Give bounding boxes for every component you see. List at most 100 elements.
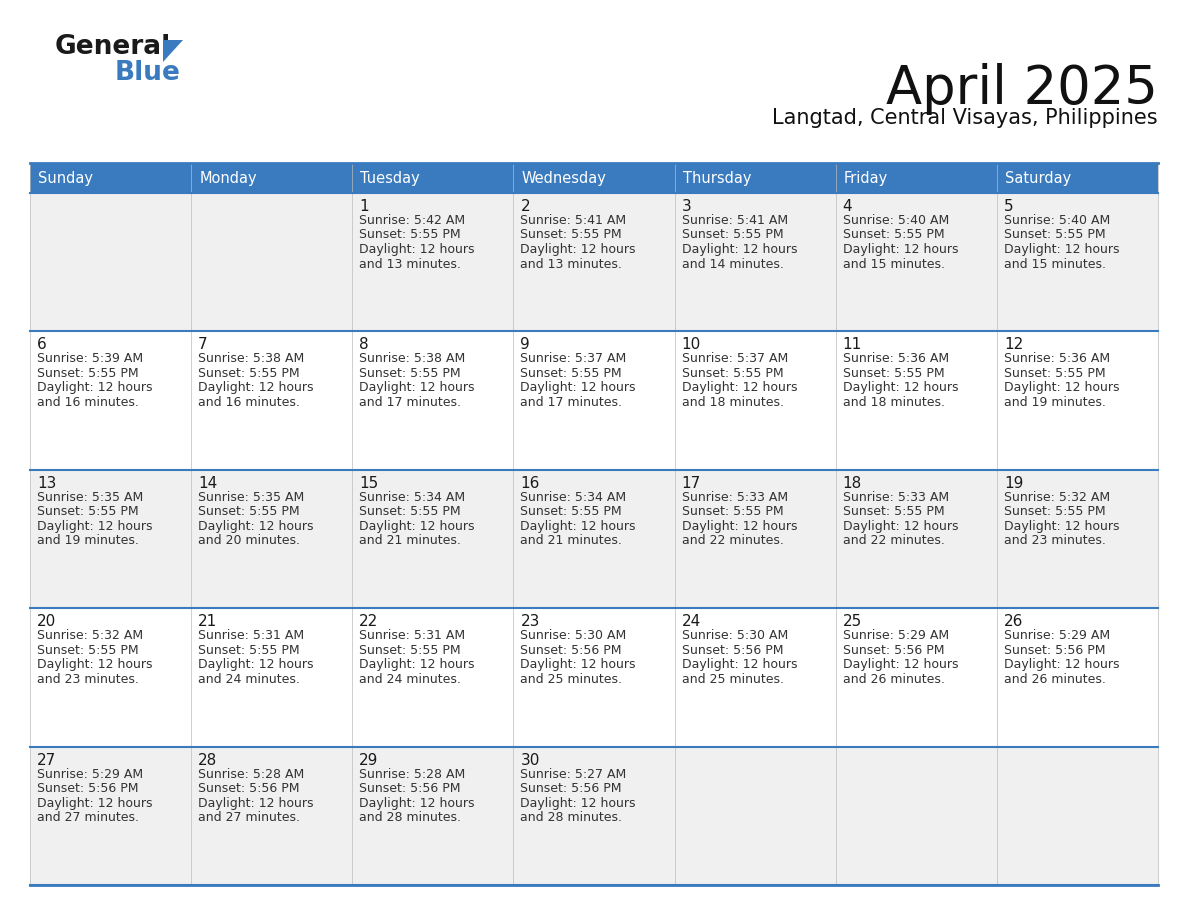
Text: Blue: Blue [115, 60, 181, 86]
Bar [997, 470, 1158, 609]
Text: 12: 12 [1004, 338, 1023, 353]
Text: Daylight: 12 hours: Daylight: 12 hours [1004, 243, 1119, 256]
Bar [191, 470, 353, 609]
Text: 19: 19 [1004, 476, 1023, 491]
Text: and 22 minutes.: and 22 minutes. [842, 534, 944, 547]
Bar [353, 746, 513, 885]
Text: 7: 7 [198, 338, 208, 353]
Text: Sunset: 5:55 PM: Sunset: 5:55 PM [1004, 229, 1106, 241]
Text: and 15 minutes.: and 15 minutes. [1004, 258, 1106, 271]
Text: Sunrise: 5:38 AM: Sunrise: 5:38 AM [198, 353, 304, 365]
Bar [835, 746, 997, 885]
Text: Thursday: Thursday [683, 171, 751, 185]
Text: Sunset: 5:55 PM: Sunset: 5:55 PM [359, 505, 461, 519]
Text: 2: 2 [520, 199, 530, 214]
Text: Sunset: 5:55 PM: Sunset: 5:55 PM [842, 229, 944, 241]
Text: Sunset: 5:56 PM: Sunset: 5:56 PM [1004, 644, 1105, 656]
Bar [997, 193, 1158, 331]
Text: and 16 minutes.: and 16 minutes. [37, 396, 139, 409]
Bar [835, 163, 997, 193]
Text: 4: 4 [842, 199, 852, 214]
Bar [353, 193, 513, 331]
Text: 15: 15 [359, 476, 379, 491]
Text: Sunset: 5:55 PM: Sunset: 5:55 PM [359, 367, 461, 380]
Text: Sunrise: 5:29 AM: Sunrise: 5:29 AM [842, 629, 949, 643]
Bar [191, 609, 353, 746]
Bar [835, 609, 997, 746]
Text: Daylight: 12 hours: Daylight: 12 hours [842, 658, 959, 671]
Text: Sunset: 5:55 PM: Sunset: 5:55 PM [1004, 367, 1106, 380]
Text: Daylight: 12 hours: Daylight: 12 hours [520, 243, 636, 256]
Text: Daylight: 12 hours: Daylight: 12 hours [359, 797, 475, 810]
Text: 24: 24 [682, 614, 701, 629]
Text: and 17 minutes.: and 17 minutes. [359, 396, 461, 409]
Bar [675, 193, 835, 331]
Text: Sunrise: 5:29 AM: Sunrise: 5:29 AM [37, 767, 143, 780]
Bar [30, 163, 191, 193]
Bar [997, 163, 1158, 193]
Text: Sunset: 5:55 PM: Sunset: 5:55 PM [198, 367, 299, 380]
Text: Sunrise: 5:39 AM: Sunrise: 5:39 AM [37, 353, 143, 365]
Text: Sunset: 5:55 PM: Sunset: 5:55 PM [520, 229, 623, 241]
Text: Sunset: 5:55 PM: Sunset: 5:55 PM [842, 367, 944, 380]
Text: Daylight: 12 hours: Daylight: 12 hours [359, 381, 475, 395]
Text: and 18 minutes.: and 18 minutes. [682, 396, 784, 409]
Bar [191, 163, 353, 193]
Text: 17: 17 [682, 476, 701, 491]
Text: Sunset: 5:55 PM: Sunset: 5:55 PM [198, 644, 299, 656]
Text: and 28 minutes.: and 28 minutes. [520, 812, 623, 824]
Text: Sunset: 5:56 PM: Sunset: 5:56 PM [520, 782, 623, 795]
Text: 8: 8 [359, 338, 369, 353]
Text: Sunset: 5:55 PM: Sunset: 5:55 PM [520, 367, 623, 380]
Bar [675, 470, 835, 609]
Text: and 24 minutes.: and 24 minutes. [359, 673, 461, 686]
Text: 9: 9 [520, 338, 530, 353]
Text: 18: 18 [842, 476, 862, 491]
Bar [835, 470, 997, 609]
Text: Daylight: 12 hours: Daylight: 12 hours [682, 658, 797, 671]
Text: Sunset: 5:55 PM: Sunset: 5:55 PM [37, 367, 139, 380]
Bar [675, 746, 835, 885]
Bar [353, 470, 513, 609]
Text: Daylight: 12 hours: Daylight: 12 hours [520, 797, 636, 810]
Text: and 13 minutes.: and 13 minutes. [520, 258, 623, 271]
Text: and 24 minutes.: and 24 minutes. [198, 673, 301, 686]
Text: Sunset: 5:55 PM: Sunset: 5:55 PM [1004, 505, 1106, 519]
Bar [835, 331, 997, 470]
Text: Sunrise: 5:40 AM: Sunrise: 5:40 AM [842, 214, 949, 227]
Text: Saturday: Saturday [1005, 171, 1072, 185]
Text: Sunset: 5:56 PM: Sunset: 5:56 PM [359, 782, 461, 795]
Text: Daylight: 12 hours: Daylight: 12 hours [198, 658, 314, 671]
Text: Sunset: 5:56 PM: Sunset: 5:56 PM [37, 782, 139, 795]
Text: 29: 29 [359, 753, 379, 767]
Text: and 25 minutes.: and 25 minutes. [520, 673, 623, 686]
Text: Wednesday: Wednesday [522, 171, 606, 185]
Text: Sunset: 5:56 PM: Sunset: 5:56 PM [842, 644, 944, 656]
Text: Sunrise: 5:31 AM: Sunrise: 5:31 AM [198, 629, 304, 643]
Text: Daylight: 12 hours: Daylight: 12 hours [359, 520, 475, 532]
Text: Sunset: 5:55 PM: Sunset: 5:55 PM [359, 229, 461, 241]
Text: Sunrise: 5:32 AM: Sunrise: 5:32 AM [37, 629, 143, 643]
Text: Daylight: 12 hours: Daylight: 12 hours [198, 520, 314, 532]
Text: and 19 minutes.: and 19 minutes. [37, 534, 139, 547]
Text: 16: 16 [520, 476, 539, 491]
Text: Sunrise: 5:28 AM: Sunrise: 5:28 AM [198, 767, 304, 780]
Text: Sunrise: 5:34 AM: Sunrise: 5:34 AM [359, 491, 466, 504]
Text: Sunrise: 5:36 AM: Sunrise: 5:36 AM [1004, 353, 1110, 365]
Text: 3: 3 [682, 199, 691, 214]
Text: Sunset: 5:55 PM: Sunset: 5:55 PM [520, 505, 623, 519]
Bar [191, 331, 353, 470]
Text: Sunrise: 5:42 AM: Sunrise: 5:42 AM [359, 214, 466, 227]
Text: Daylight: 12 hours: Daylight: 12 hours [198, 797, 314, 810]
Text: 5: 5 [1004, 199, 1013, 214]
Text: Sunrise: 5:37 AM: Sunrise: 5:37 AM [682, 353, 788, 365]
Text: Friday: Friday [843, 171, 887, 185]
Bar [353, 163, 513, 193]
Text: Sunrise: 5:40 AM: Sunrise: 5:40 AM [1004, 214, 1110, 227]
Text: and 14 minutes.: and 14 minutes. [682, 258, 783, 271]
Text: Sunrise: 5:37 AM: Sunrise: 5:37 AM [520, 353, 627, 365]
Text: and 15 minutes.: and 15 minutes. [842, 258, 944, 271]
Text: Daylight: 12 hours: Daylight: 12 hours [359, 658, 475, 671]
Text: Sunrise: 5:30 AM: Sunrise: 5:30 AM [682, 629, 788, 643]
Text: and 26 minutes.: and 26 minutes. [1004, 673, 1106, 686]
